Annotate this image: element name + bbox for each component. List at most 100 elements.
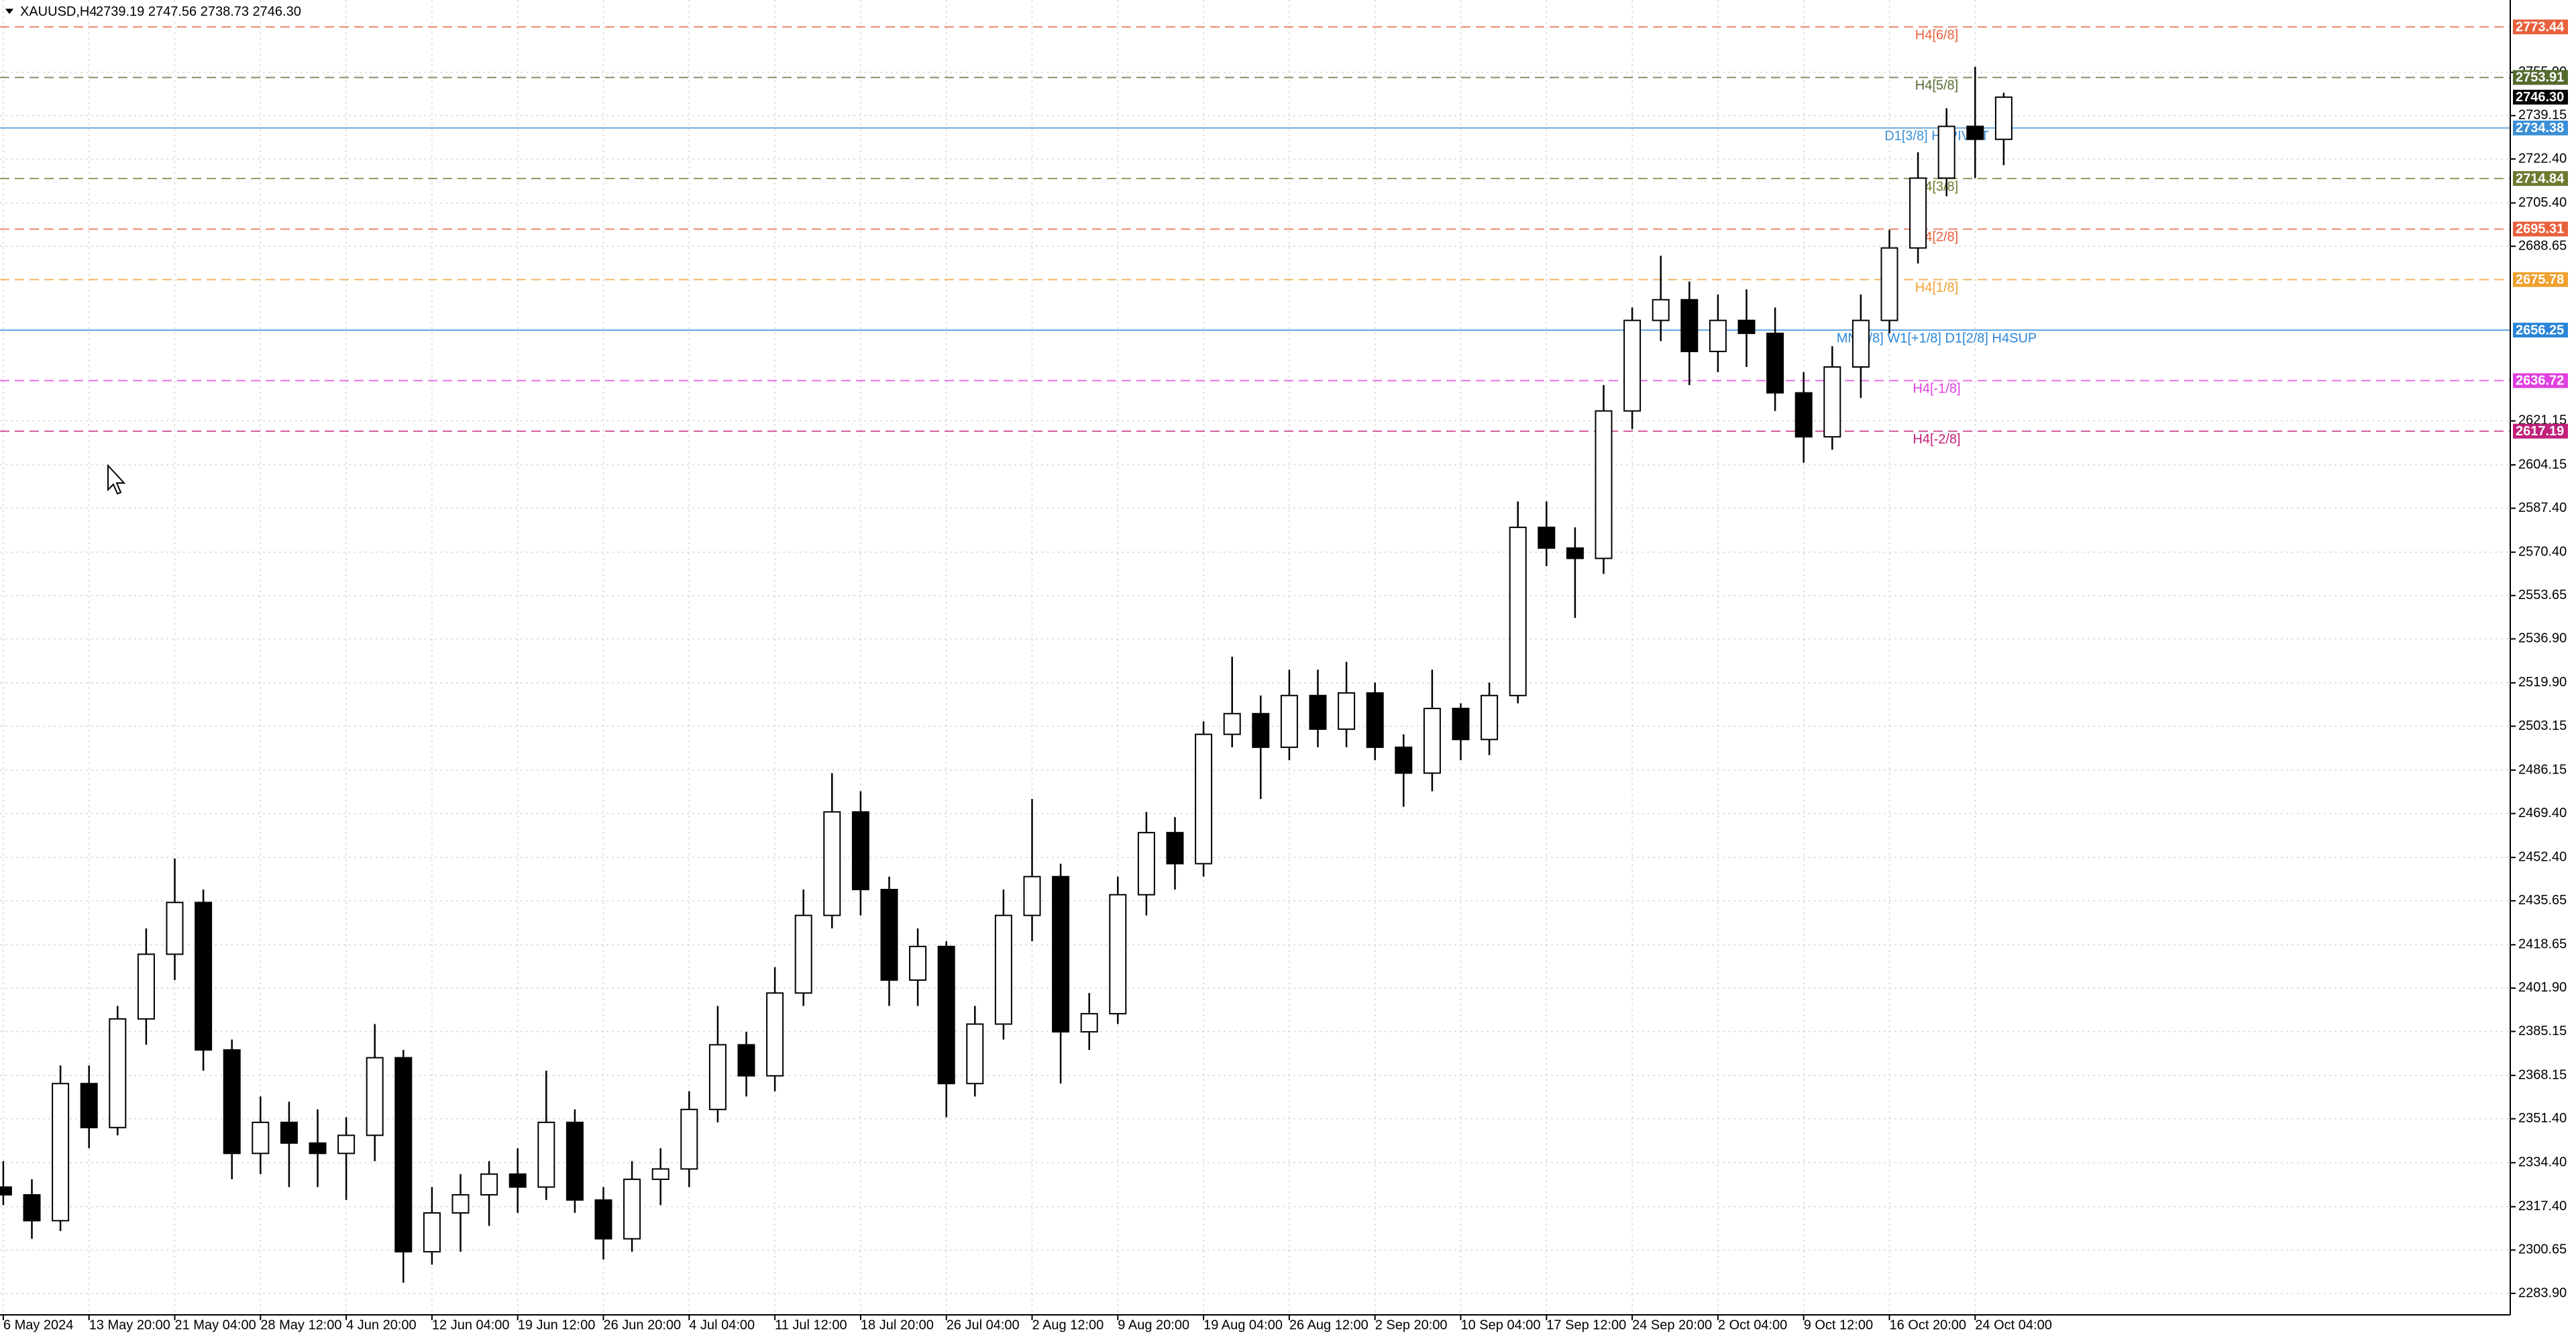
candle-body <box>1109 894 1127 1015</box>
y-tick-label: 2435.65 <box>2518 893 2567 908</box>
candle-body <box>937 945 955 1085</box>
level-price-label: 2656.25 <box>2516 323 2564 337</box>
y-tick-label: 2469.40 <box>2518 806 2567 820</box>
candle-body <box>1309 694 1327 730</box>
x-tick-label: 26 Aug 12:00 <box>1289 1318 1368 1332</box>
candle-body <box>1509 527 1527 696</box>
level-price-box <box>2513 70 2568 85</box>
y-tick-label: 2553.65 <box>2518 588 2567 602</box>
candle-body <box>1566 547 1584 559</box>
candle-body <box>1166 832 1184 865</box>
candle-body <box>794 914 812 994</box>
x-tick-label: 26 Jun 20:00 <box>604 1318 682 1332</box>
candle-body <box>1680 299 1699 352</box>
x-tick-label: 13 May 20:00 <box>89 1318 170 1332</box>
level-label: H4[-1/8] <box>1913 382 1960 396</box>
level-label: H4[5/8] <box>1915 78 1958 93</box>
level-label: MN[1/8] W1[+1/8] D1[2/8] H4SUP <box>1837 331 2037 345</box>
y-tick-label: 2570.40 <box>2518 544 2567 559</box>
level-price-label: 2734.38 <box>2516 121 2564 136</box>
x-tick-label: 12 Jun 04:00 <box>432 1318 510 1332</box>
candle-body <box>966 1023 984 1085</box>
y-tick-label: 2452.40 <box>2518 849 2567 864</box>
x-tick-label: 17 Sep 12:00 <box>1546 1318 1626 1332</box>
x-tick-label: 21 May 04:00 <box>175 1318 256 1332</box>
candle-body <box>566 1122 584 1201</box>
candle-body <box>1280 694 1298 748</box>
level-price-box <box>2513 171 2568 186</box>
candle-body <box>137 953 155 1020</box>
last-price-box <box>2513 89 2568 105</box>
candle-body <box>1623 319 1642 412</box>
x-tick-label: 24 Sep 20:00 <box>1632 1318 1712 1332</box>
level-price-label: 2675.78 <box>2516 272 2564 287</box>
candle-body <box>1823 366 1841 438</box>
x-tick-label: 6 May 2024 <box>3 1318 74 1332</box>
candle-body <box>394 1057 413 1252</box>
levels: H4[6/8]H4[5/8]D1[3/8] H4PIVOTH4[3/8]H4[2… <box>0 26 2510 447</box>
level-price-box <box>2513 221 2568 237</box>
menu-triangle[interactable] <box>5 9 13 14</box>
grid <box>0 0 2510 1315</box>
candle-body <box>823 811 841 916</box>
level-label: H4[-2/8] <box>1913 432 1960 447</box>
x-tick-label: 19 Jun 12:00 <box>518 1318 596 1332</box>
level-price-box <box>2513 323 2568 338</box>
candle-body <box>1423 708 1441 774</box>
candle-body <box>1366 692 1384 748</box>
y-tick-label: 2317.40 <box>2518 1199 2567 1214</box>
candle-body <box>708 1044 727 1110</box>
mouse-cursor <box>107 464 126 495</box>
candle-body <box>1709 319 1727 352</box>
level-label: H4[6/8] <box>1915 28 1958 42</box>
candle-body <box>851 811 869 891</box>
candle-body <box>309 1142 327 1155</box>
level-label: D1[3/8] H4PIVOT <box>1884 129 1989 144</box>
candle-body <box>623 1178 641 1240</box>
candle-body <box>1023 875 1041 916</box>
y-tick-label: 2688.65 <box>2518 238 2567 253</box>
x-tick-label: 19 Aug 04:00 <box>1203 1318 1283 1332</box>
y-tick-label: 2705.40 <box>2518 195 2567 210</box>
last-price-label: 2746.30 <box>2516 90 2564 105</box>
y-tick-label: 2401.90 <box>2518 980 2567 995</box>
candle-body <box>0 1186 12 1196</box>
candle-body <box>80 1083 98 1128</box>
candle-body <box>1252 712 1270 748</box>
candle-body <box>1137 832 1155 896</box>
ohlc-text: 2739.19 2747.56 2738.73 2746.30 <box>96 4 301 19</box>
candle-body <box>480 1173 498 1196</box>
x-tick-label: 10 Sep 04:00 <box>1461 1318 1541 1332</box>
candle-body <box>1595 410 1613 559</box>
x-tick-label: 11 Jul 12:00 <box>775 1318 847 1332</box>
x-tick-label: 24 Oct 04:00 <box>1975 1318 2052 1332</box>
candle-body <box>737 1044 755 1077</box>
y-tick-label: 2334.40 <box>2518 1155 2567 1170</box>
x-tick-label: 2 Aug 12:00 <box>1032 1318 1104 1332</box>
candle-body <box>223 1049 241 1155</box>
y-tick-label: 2283.90 <box>2518 1285 2567 1300</box>
candle-body <box>423 1212 441 1252</box>
level-price-label: 2636.72 <box>2516 374 2564 388</box>
x-tick-label: 9 Oct 12:00 <box>1804 1318 1873 1332</box>
candle-body <box>594 1199 612 1240</box>
level-price-label: 2714.84 <box>2516 171 2565 186</box>
candles <box>0 66 2012 1283</box>
level-price-box <box>2513 120 2568 136</box>
y-tick-label: 2385.15 <box>2518 1024 2567 1038</box>
candle-body <box>52 1083 70 1222</box>
x-tick-label: 16 Oct 20:00 <box>1890 1318 1967 1332</box>
x-tick-label: 28 May 12:00 <box>260 1318 341 1332</box>
x-tick-label: 9 Aug 20:00 <box>1118 1318 1189 1332</box>
candle-body <box>1937 125 1955 179</box>
candle-body <box>1223 712 1241 735</box>
candle-body <box>1737 319 1756 334</box>
candle-body <box>1338 692 1356 730</box>
x-tick-label: 18 Jul 20:00 <box>861 1318 934 1332</box>
y-tick-label: 2604.15 <box>2518 457 2567 472</box>
candle-body <box>280 1122 298 1144</box>
candle-body <box>1966 125 1984 140</box>
